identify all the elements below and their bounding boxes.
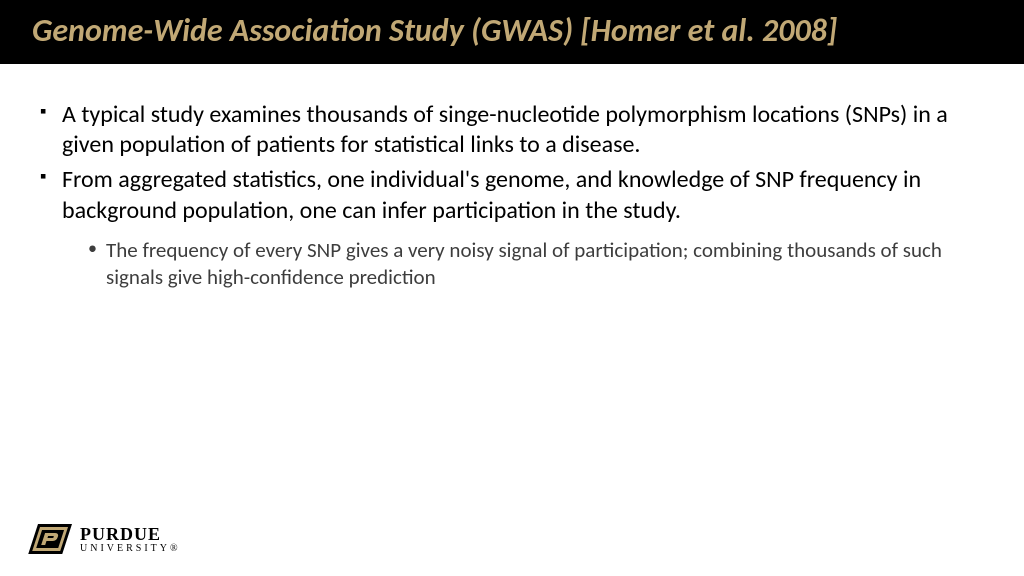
slide: Genome-Wide Association Study (GWAS) [Ho… (0, 0, 1024, 576)
bullet-item: From aggregated statistics, one individu… (40, 165, 984, 290)
title-bar: Genome-Wide Association Study (GWAS) [Ho… (0, 0, 1024, 64)
logo-word: PURDUE (80, 525, 181, 543)
purdue-logo-text: PURDUE UNIVERSITY® (80, 525, 181, 554)
logo-subtext: UNIVERSITY® (80, 544, 181, 554)
purdue-logo: PURDUE UNIVERSITY® (28, 524, 181, 554)
bullet-list: A typical study examines thousands of si… (40, 100, 984, 291)
slide-content: A typical study examines thousands of si… (0, 64, 1024, 291)
slide-title: Genome-Wide Association Study (GWAS) [Ho… (32, 12, 992, 50)
sub-bullet-list: The frequency of every SNP gives a very … (88, 237, 984, 291)
purdue-logo-mark-icon (28, 524, 72, 554)
bullet-text: From aggregated statistics, one individu… (62, 165, 921, 225)
bullet-item: A typical study examines thousands of si… (40, 100, 984, 161)
sub-bullet-item: The frequency of every SNP gives a very … (88, 237, 984, 291)
